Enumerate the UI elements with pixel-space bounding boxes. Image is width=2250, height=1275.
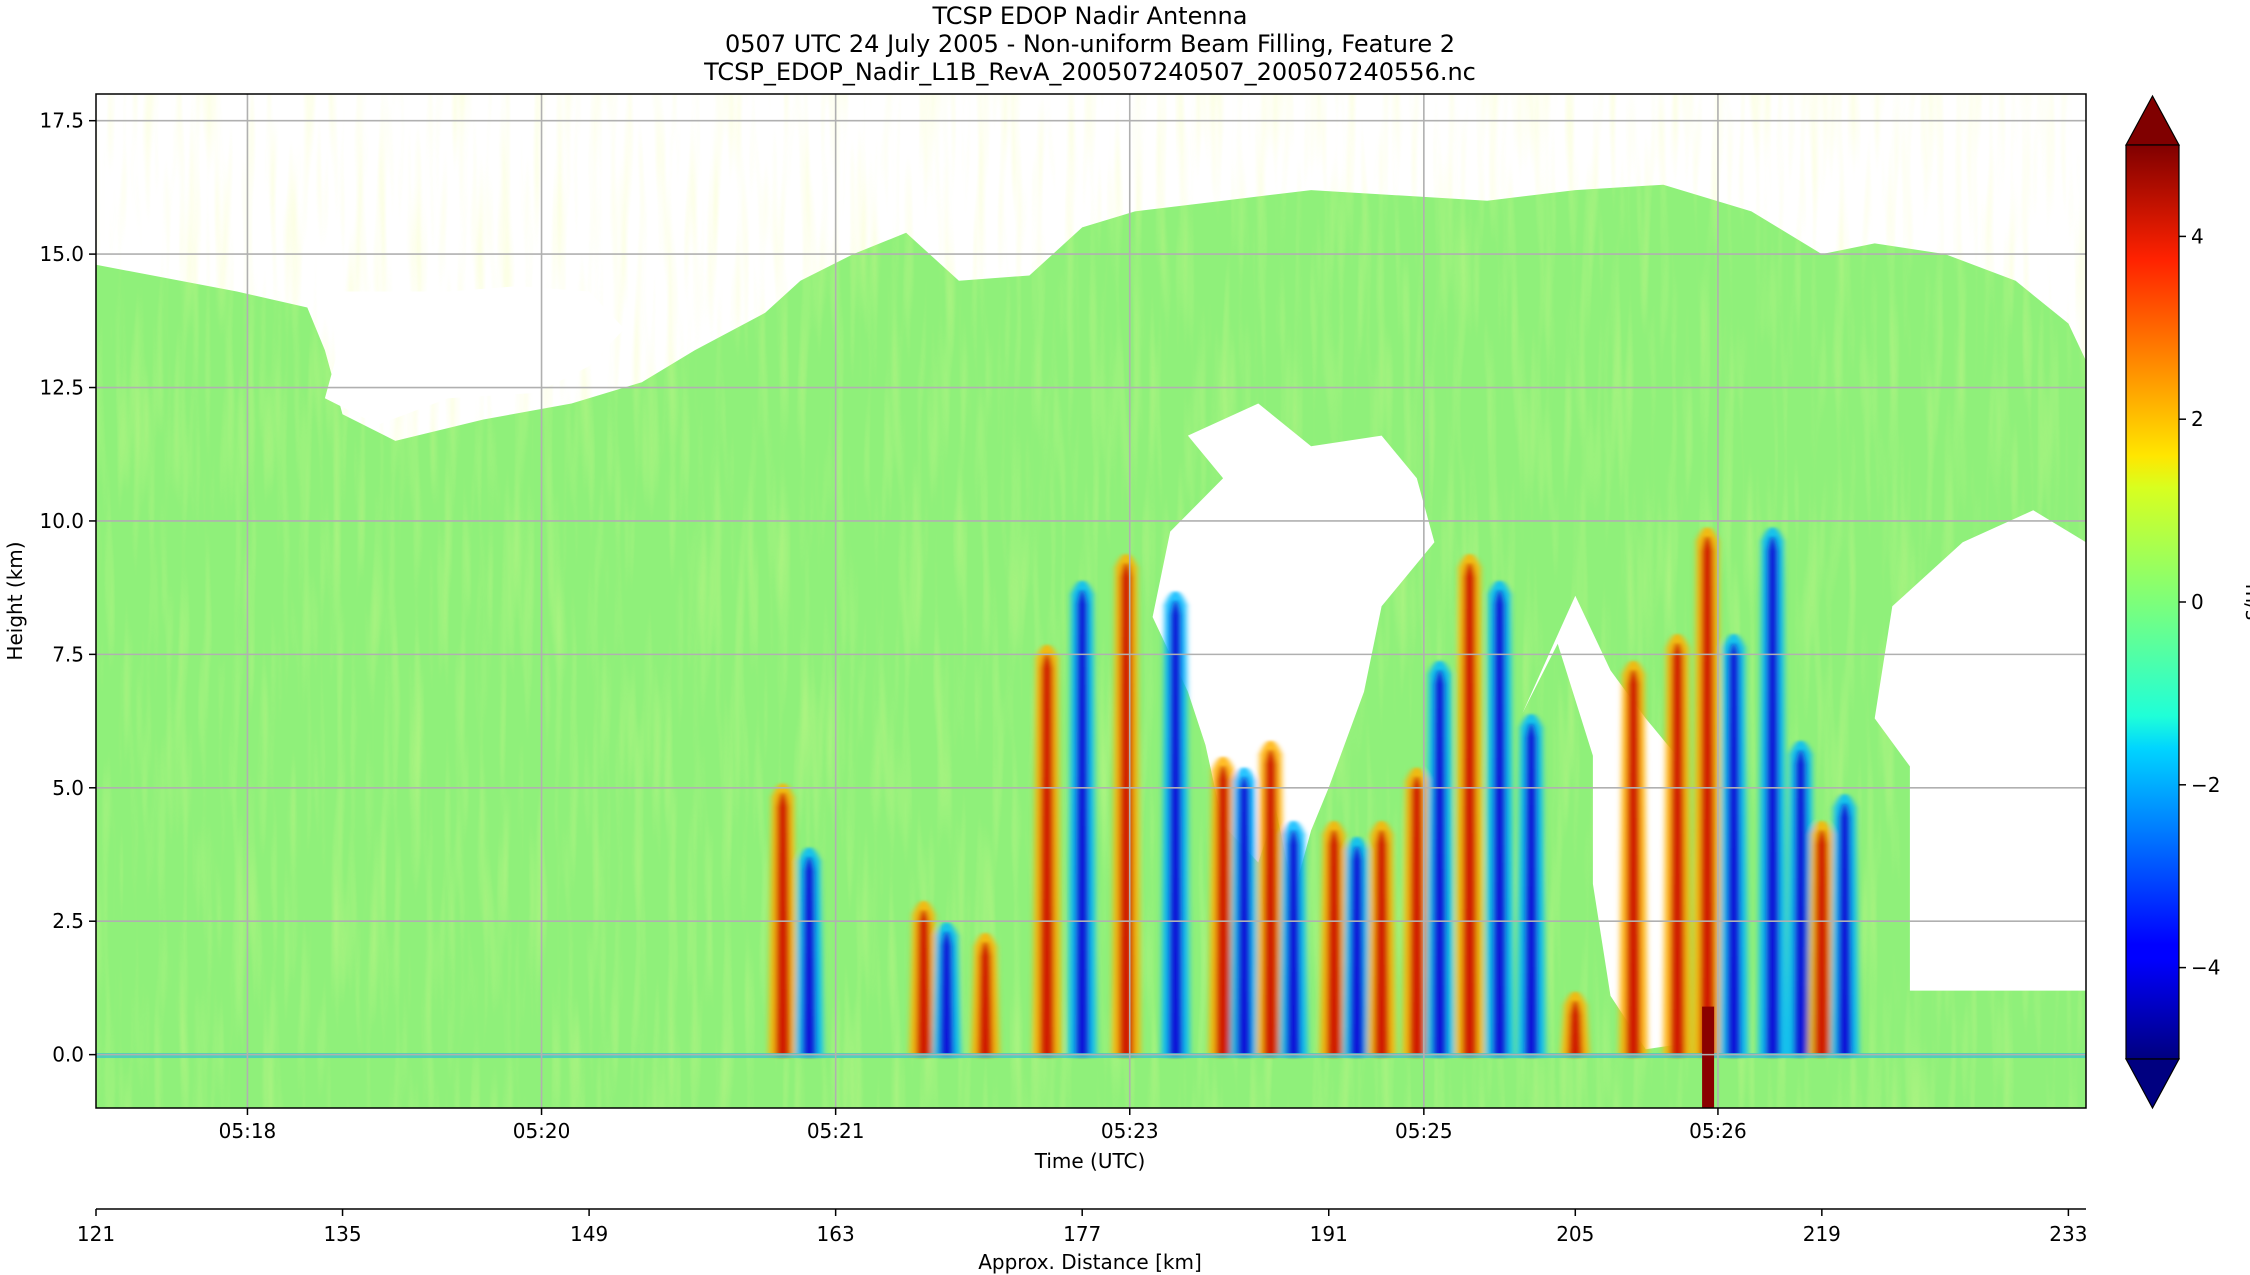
velocity-core	[1568, 1000, 1583, 1058]
velocity-core	[1168, 599, 1183, 1058]
colorbar: −4 −2 0 2 4 m/s	[2124, 94, 2250, 1110]
velocity-core	[1119, 562, 1134, 1058]
secondary-tick-label: 149	[570, 1222, 608, 1246]
secondary-tick-label: 163	[817, 1222, 855, 1246]
y-axis-ticks: 0.0 2.5 5.0 7.5 10.0 12.5 15.0 17.5	[39, 109, 96, 1067]
velocity-core	[1374, 829, 1389, 1058]
plot-area	[96, 94, 2086, 1108]
velocity-core	[1700, 535, 1715, 1058]
velocity-core	[1462, 562, 1477, 1058]
x-tick-label: 05:23	[1101, 1119, 1159, 1143]
x-tick-label: 05:18	[219, 1119, 277, 1143]
y-tick-label: 10.0	[39, 509, 84, 533]
y-tick-label: 12.5	[39, 376, 84, 400]
surface-band	[96, 1006, 2086, 1108]
secondary-tick-label: 191	[1310, 1222, 1348, 1246]
surface-return	[96, 1053, 2086, 1059]
secondary-tick-label: 177	[1063, 1222, 1101, 1246]
x-axis-ticks: 05:18 05:20 05:21 05:23 05:25 05:26	[219, 1108, 1747, 1143]
velocity-core	[939, 930, 954, 1058]
velocity-core	[802, 856, 817, 1058]
y-tick-label: 15.0	[39, 242, 84, 266]
velocity-core	[1215, 765, 1231, 1058]
colorbar-tick-label: 2	[2191, 407, 2204, 431]
x-tick-label: 05:25	[1395, 1119, 1453, 1143]
secondary-tick-label: 233	[2049, 1222, 2087, 1246]
velocity-core	[1326, 829, 1342, 1058]
title-line-1: TCSP EDOP Nadir Antenna	[932, 2, 1248, 30]
velocity-core	[1263, 749, 1278, 1058]
velocity-core	[1814, 829, 1830, 1058]
y-axis-label: Height (km)	[3, 541, 27, 660]
secondary-tick-label: 135	[323, 1222, 361, 1246]
velocity-core	[1349, 845, 1365, 1058]
y-tick-label: 2.5	[52, 909, 84, 933]
colorbar-ticks: −4 −2 0 2 4	[2179, 224, 2220, 980]
velocity-core	[1039, 653, 1055, 1058]
colorbar-label: m/s	[2241, 584, 2250, 621]
secondary-axis-ticks: 121 135 149 163 177 191 205 219 233	[77, 1209, 2087, 1246]
y-tick-label: 5.0	[52, 776, 84, 800]
velocity-core	[1237, 776, 1252, 1058]
x-axis-label: Time (UTC)	[1034, 1149, 1146, 1173]
y-tick-label: 0.0	[52, 1043, 84, 1067]
secondary-tick-label: 219	[1803, 1222, 1841, 1246]
plot-frame	[95, 93, 2087, 1109]
echo-gap	[1874, 510, 2086, 991]
velocity-core	[1492, 589, 1507, 1058]
colorbar-extend-bottom	[2124, 1058, 2181, 1110]
y-tick-label: 7.5	[52, 642, 84, 666]
title-line-2: 0507 UTC 24 July 2005 - Non-uniform Beam…	[725, 30, 1455, 58]
velocity-core	[1837, 802, 1852, 1058]
echo-gap	[324, 286, 625, 425]
velocity-core	[1765, 535, 1780, 1058]
colorbar-tick-label: 4	[2191, 224, 2204, 248]
velocity-core	[1074, 589, 1090, 1058]
secondary-tick-label: 205	[1556, 1222, 1594, 1246]
velocity-core	[978, 941, 993, 1058]
velocity-core	[1793, 749, 1808, 1058]
secondary-tick-label: 121	[77, 1222, 115, 1246]
x-tick-label: 05:26	[1689, 1119, 1747, 1143]
velocity-core	[916, 909, 931, 1058]
y-tick-label: 17.5	[39, 109, 84, 133]
velocity-core	[1409, 776, 1424, 1058]
title-line-3: TCSP_EDOP_Nadir_L1B_RevA_200507240507_20…	[703, 58, 1476, 86]
velocity-core	[1626, 669, 1641, 1058]
x-tick-label: 05:20	[513, 1119, 571, 1143]
colorbar-tick-label: 0	[2191, 590, 2204, 614]
velocity-core	[1432, 669, 1447, 1058]
velocity-cores	[768, 526, 1860, 1058]
velocity-core	[1286, 829, 1301, 1058]
x-tick-label: 05:21	[807, 1119, 865, 1143]
colorbar-extend-top	[2124, 94, 2181, 146]
secondary-axis-label: Approx. Distance [km]	[978, 1250, 1202, 1274]
colorbar-tick-label: −2	[2191, 773, 2220, 797]
velocity-core	[1524, 722, 1539, 1058]
colorbar-tick-label: −4	[2191, 956, 2220, 980]
velocity-core	[1670, 642, 1685, 1058]
grid-lines	[96, 94, 2086, 1108]
velocity-core	[775, 792, 791, 1058]
surface-spike	[1702, 1006, 1715, 1108]
colorbar-body	[2125, 144, 2180, 1060]
velocity-core	[1726, 642, 1741, 1058]
